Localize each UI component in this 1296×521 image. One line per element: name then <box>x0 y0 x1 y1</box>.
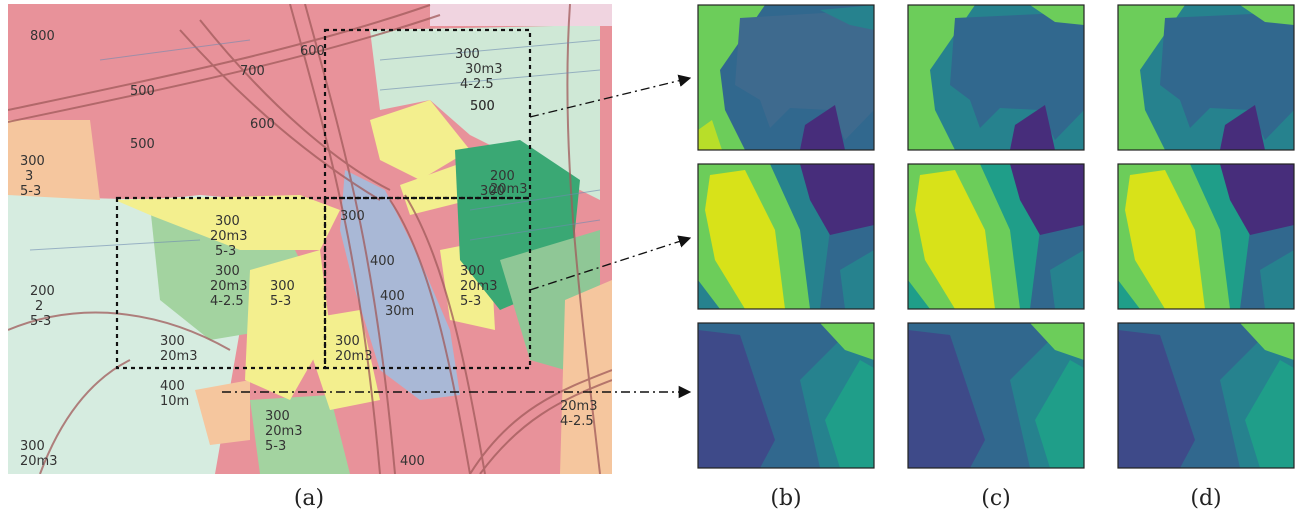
map-label: 300 <box>20 154 45 169</box>
zone-yellow-2 <box>245 250 330 400</box>
caption-d: (d) <box>1190 486 1222 511</box>
map-label: 30m3 <box>465 62 502 77</box>
map-label: 700 <box>240 64 265 79</box>
zone-yellow-4 <box>370 100 470 180</box>
map-label: 4-2.5 <box>460 77 494 92</box>
map-label: 500 <box>130 84 155 99</box>
map-label: 5-3 <box>30 314 51 329</box>
zone-blue <box>340 170 460 400</box>
crop-box-1 <box>323 28 532 200</box>
caption-c: (c) <box>981 486 1011 511</box>
zone-yellow-1 <box>115 195 340 250</box>
map-label: 300 <box>270 279 295 294</box>
map-label: 5-3 <box>265 439 286 454</box>
map-label: 600 <box>300 44 325 59</box>
map-label: 300 <box>460 264 485 279</box>
map-label: 300 <box>215 264 240 279</box>
map-label: 400 <box>380 289 405 304</box>
map-label: 20m3 <box>20 454 57 469</box>
map-label: 300 <box>160 334 185 349</box>
caption-a: (a) <box>293 486 325 511</box>
map-label: 20m3 <box>210 229 247 244</box>
zoning-map: 80070060050050030035-330030m34-2.5500300… <box>8 4 612 474</box>
panel-row1-b <box>698 5 874 150</box>
map-label: 300 <box>455 47 480 62</box>
map-label: 20m3 <box>210 279 247 294</box>
map-label: 5-3 <box>270 294 291 309</box>
panel-row3-b <box>698 323 874 468</box>
map-label: 400 <box>400 454 425 469</box>
zone-orange-bottom <box>195 380 250 445</box>
arrows <box>222 74 692 399</box>
panel-row2-c <box>908 164 1084 309</box>
panel-row2-b <box>698 164 874 309</box>
map-label: 20m3 <box>460 279 497 294</box>
map-label: 20m3 <box>560 399 597 414</box>
map-label: 2 <box>35 299 43 314</box>
map-label: 300 <box>215 214 240 229</box>
map-label: 5-3 <box>460 294 481 309</box>
caption-b: (b) <box>770 486 802 511</box>
map-label: 300 <box>20 439 45 454</box>
map-label: 300 <box>340 209 365 224</box>
map-label: 200 <box>490 169 515 184</box>
map-label: 300 <box>265 409 290 424</box>
zone-yellow-5 <box>400 160 470 215</box>
map-label: 600 <box>250 117 275 132</box>
panel-row2-d <box>1118 164 1294 309</box>
map-label: 3 <box>25 169 33 184</box>
map-label: 20m3 <box>335 349 372 364</box>
map-label: 800 <box>30 29 55 44</box>
map-label: 4-2.5 <box>560 414 594 429</box>
map-label: 20m3 <box>490 182 527 197</box>
zone-orange-right <box>560 280 612 474</box>
map-label: 500 <box>470 99 495 114</box>
thin-lines <box>29 39 601 251</box>
zone-orange-left <box>8 120 100 200</box>
zone-yellow-3 <box>300 310 380 410</box>
map-label: 30m <box>385 304 414 319</box>
map-labels: 80070060050050030035-330030m34-2.5500300… <box>20 29 597 469</box>
map-label: 300 <box>480 184 505 199</box>
map-label: 400 <box>370 254 395 269</box>
panel-row1-c <box>908 5 1084 150</box>
map-label: 300 <box>335 334 360 349</box>
zone-residential-green-bottom <box>250 395 350 474</box>
crop-box-2 <box>323 196 532 370</box>
map-label: 5-3 <box>20 184 41 199</box>
crop-box-3 <box>115 196 327 370</box>
arrow-1 <box>529 74 692 118</box>
map-label: 4-2.5 <box>210 294 244 309</box>
map-label: 500 <box>470 99 495 114</box>
map-label: 500 <box>130 137 155 152</box>
map-label: 200 <box>30 284 55 299</box>
crop-boxes <box>115 28 532 370</box>
panel-row1-d <box>1118 5 1294 150</box>
map-label: 5-3 <box>215 244 236 259</box>
map-label: 400 <box>160 379 185 394</box>
panel-borders <box>697 4 1295 469</box>
map-label: 10m <box>160 394 189 409</box>
panel-row3-d <box>1118 323 1294 468</box>
map-label: 20m3 <box>160 349 197 364</box>
map-label: 20m3 <box>265 424 302 439</box>
panel-row3-c <box>908 323 1084 468</box>
arrow-2 <box>529 235 692 291</box>
